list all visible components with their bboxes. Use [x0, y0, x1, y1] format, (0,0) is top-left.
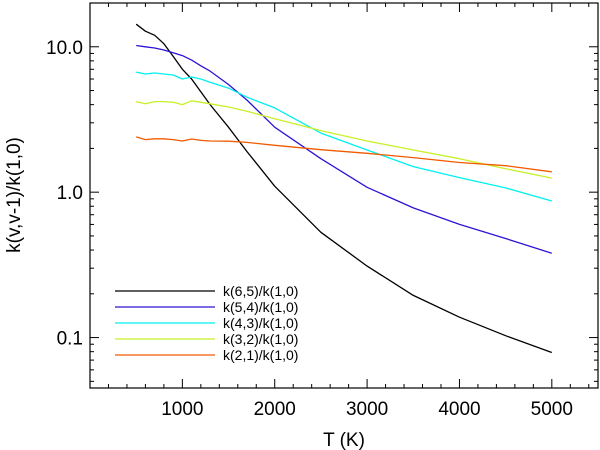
- series-line-5: [136, 136, 552, 173]
- x-tick-label: 2000: [254, 399, 296, 420]
- series-line-2: [136, 44, 552, 254]
- legend-label-2: k(5,4)/k(1,0): [223, 299, 298, 315]
- x-tick-label: 4000: [438, 399, 480, 420]
- series-line-4: [136, 100, 552, 179]
- x-axis-ticks: 1000 2000 3000 4000 5000: [107, 3, 590, 420]
- legend: k(6,5)/k(1,0)k(5,4)/k(1,0)k(4,3)/k(1,0)k…: [115, 283, 298, 363]
- legend-label-5: k(2,1)/k(1,0): [223, 347, 298, 363]
- series-lines: [135, 23, 553, 354]
- legend-label-4: k(3,2)/k(1,0): [223, 331, 298, 347]
- y-tick-label: 1.0: [57, 183, 83, 204]
- y-tick-label: 0.1: [57, 329, 83, 350]
- x-tick-label: 1000: [161, 399, 203, 420]
- plot-frame: [89, 2, 599, 389]
- x-tick-label: 3000: [346, 399, 388, 420]
- y-tick-label: 10.0: [46, 38, 83, 59]
- x-axis-title: T (K): [323, 430, 365, 450]
- legend-label-1: k(6,5)/k(1,0): [223, 283, 298, 299]
- y-axis-title: k(v,v-1)/k(1,0): [4, 137, 25, 253]
- series-line-1: [135, 23, 553, 354]
- x-tick-label: 5000: [531, 399, 573, 420]
- y-axis-ticks: 0.1 1.0 10.0: [46, 2, 598, 382]
- series-line-3: [136, 71, 552, 202]
- legend-label-3: k(4,3)/k(1,0): [223, 315, 298, 331]
